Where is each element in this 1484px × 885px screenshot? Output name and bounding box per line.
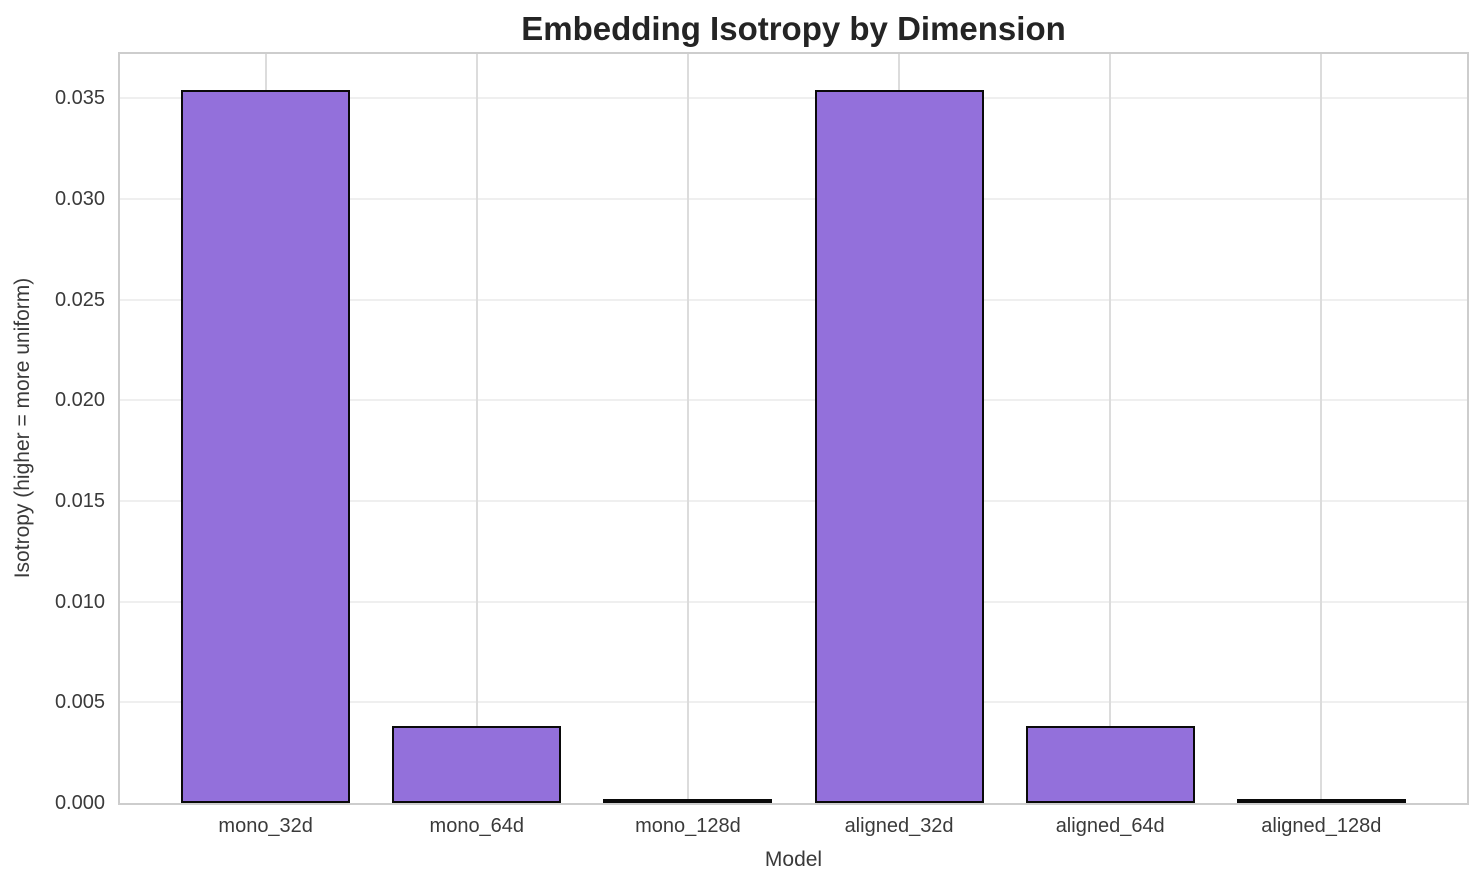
y-gridline — [120, 197, 1467, 200]
y-tick-label: 0.020 — [54, 389, 105, 412]
y-tick-label: 0.015 — [54, 489, 105, 512]
x-gridline — [1109, 54, 1112, 803]
y-tick-label: 0.010 — [54, 590, 105, 613]
x-tick-label: aligned_32d — [844, 815, 954, 837]
x-tick-label: mono_32d — [218, 815, 313, 837]
x-tick-label: aligned_128d — [1261, 815, 1382, 837]
y-gridline — [120, 97, 1467, 100]
bar-aligned_128d — [1236, 799, 1406, 803]
y-gridline — [120, 701, 1467, 704]
bar-mono_32d — [181, 90, 351, 803]
chart-title: Embedding Isotropy by Dimension — [521, 10, 1066, 47]
bar-mono_128d — [603, 799, 773, 803]
bar-mono_64d — [392, 726, 562, 803]
bar-aligned_32d — [814, 90, 984, 803]
x-tick-label: aligned_64d — [1055, 815, 1165, 837]
bar-aligned_64d — [1025, 726, 1195, 803]
y-tick-label: 0.035 — [54, 87, 105, 110]
y-axis-label: Isotropy (higher = more uniform) — [11, 277, 34, 579]
y-tick-label: 0.025 — [54, 288, 105, 311]
y-gridline — [120, 298, 1467, 301]
x-tick-label: mono_64d — [429, 815, 525, 837]
x-gridline — [475, 54, 478, 803]
y-gridline — [120, 600, 1467, 603]
y-tick-label: 0.000 — [54, 792, 105, 814]
y-tick-label: 0.005 — [54, 691, 105, 714]
x-tick-label: mono_128d — [635, 815, 741, 837]
plot-area — [118, 52, 1469, 805]
x-gridline — [686, 54, 689, 803]
y-gridline — [120, 499, 1467, 502]
y-gridline — [120, 399, 1467, 402]
x-axis-label: Model — [764, 848, 823, 871]
y-tick-label: 0.030 — [54, 187, 105, 210]
x-gridline — [1320, 54, 1323, 803]
